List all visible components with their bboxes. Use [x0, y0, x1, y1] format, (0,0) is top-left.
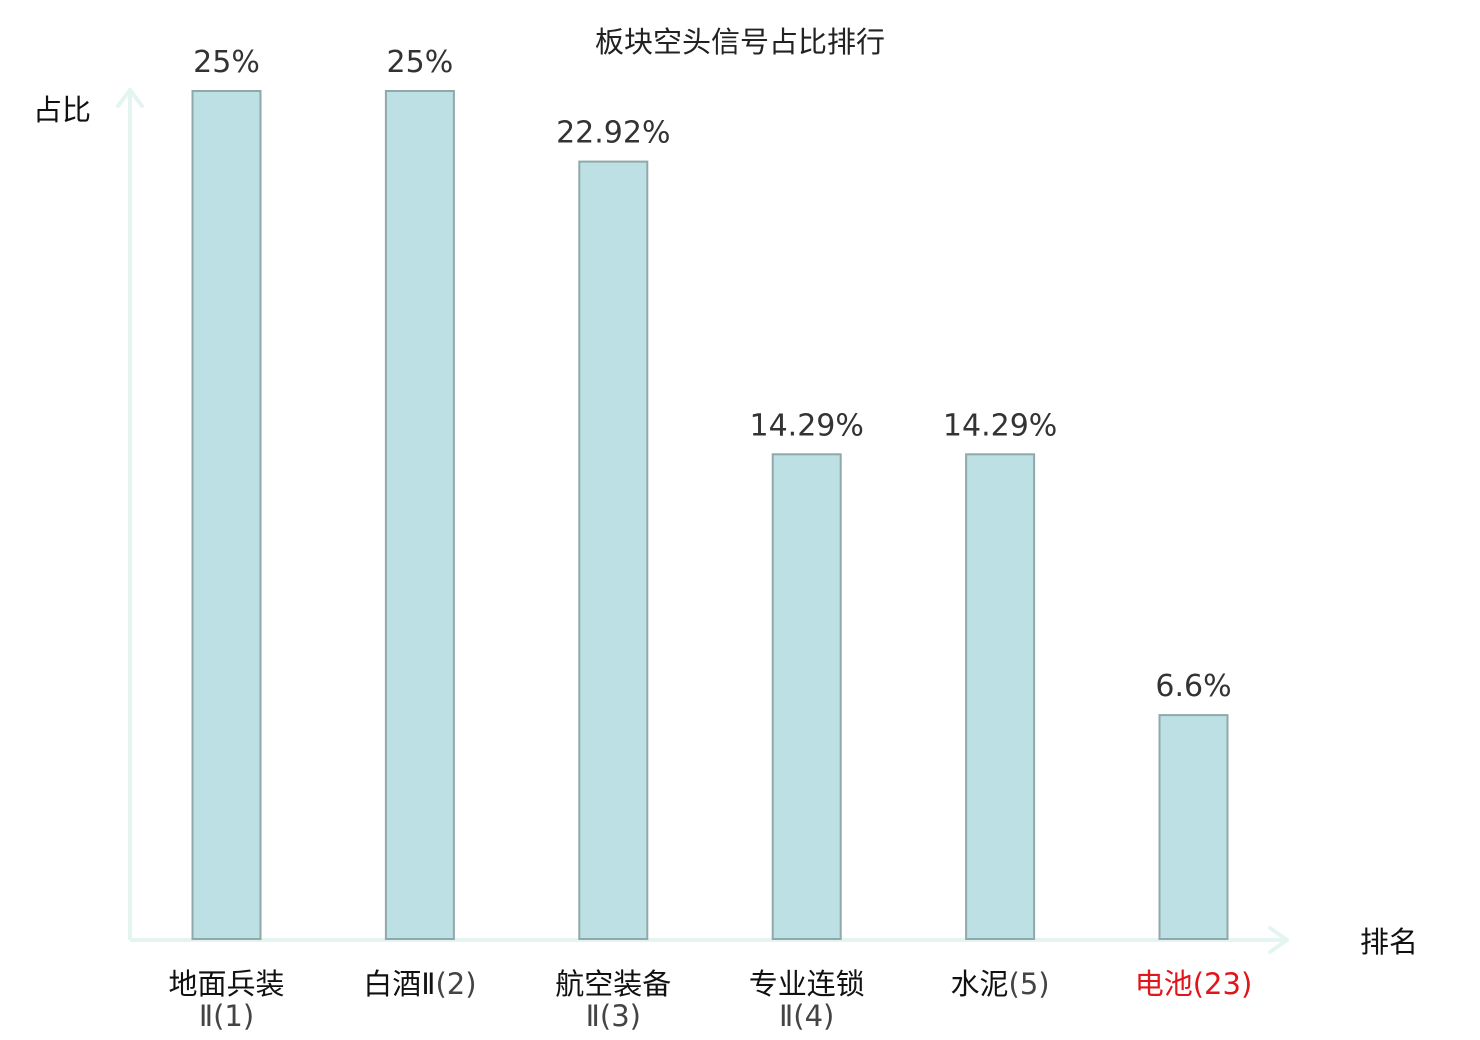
chart-title: 板块空头信号占比排行: [595, 25, 885, 59]
y-axis-arrow: [116, 88, 144, 108]
bar: [1158, 714, 1229, 940]
category-label: 航空装备 Ⅱ(3): [555, 967, 671, 1033]
category-label: 白酒Ⅱ(2): [363, 967, 476, 1001]
bar: [578, 160, 649, 941]
x-axis-arrow: [1268, 926, 1289, 954]
bar-value-label: 25%: [387, 45, 454, 80]
value-labels: 25% 25% 22.92% 14.29% 14.29% 6.6%: [193, 45, 1231, 704]
x-axis-label: 排名: [1360, 925, 1418, 959]
bar-value-label: 25%: [193, 45, 260, 80]
bar-value-label: 6.6%: [1155, 669, 1231, 704]
category-label: 水泥(5): [951, 967, 1050, 1001]
bar: [384, 90, 455, 940]
bar: [191, 90, 262, 940]
category-label: 电池(23): [1135, 967, 1253, 1001]
bar-value-label: 14.29%: [750, 408, 864, 443]
category-label: 地面兵装 Ⅱ(1): [168, 967, 284, 1033]
bar: [965, 453, 1036, 940]
bar-value-label: 14.29%: [943, 408, 1057, 443]
bars: [191, 90, 1229, 941]
y-axis-label: 占比: [33, 93, 91, 127]
bar-value-label: 22.92%: [556, 116, 670, 151]
category-label: 专业连锁 Ⅱ(4): [749, 967, 865, 1033]
axes: [116, 88, 1289, 954]
category-labels: 地面兵装 Ⅱ(1) 白酒Ⅱ(2) 航空装备 Ⅱ(3) 专业连锁 Ⅱ(4) 水泥(5) 电池(23…: [168, 967, 1252, 1033]
bar: [771, 453, 842, 940]
